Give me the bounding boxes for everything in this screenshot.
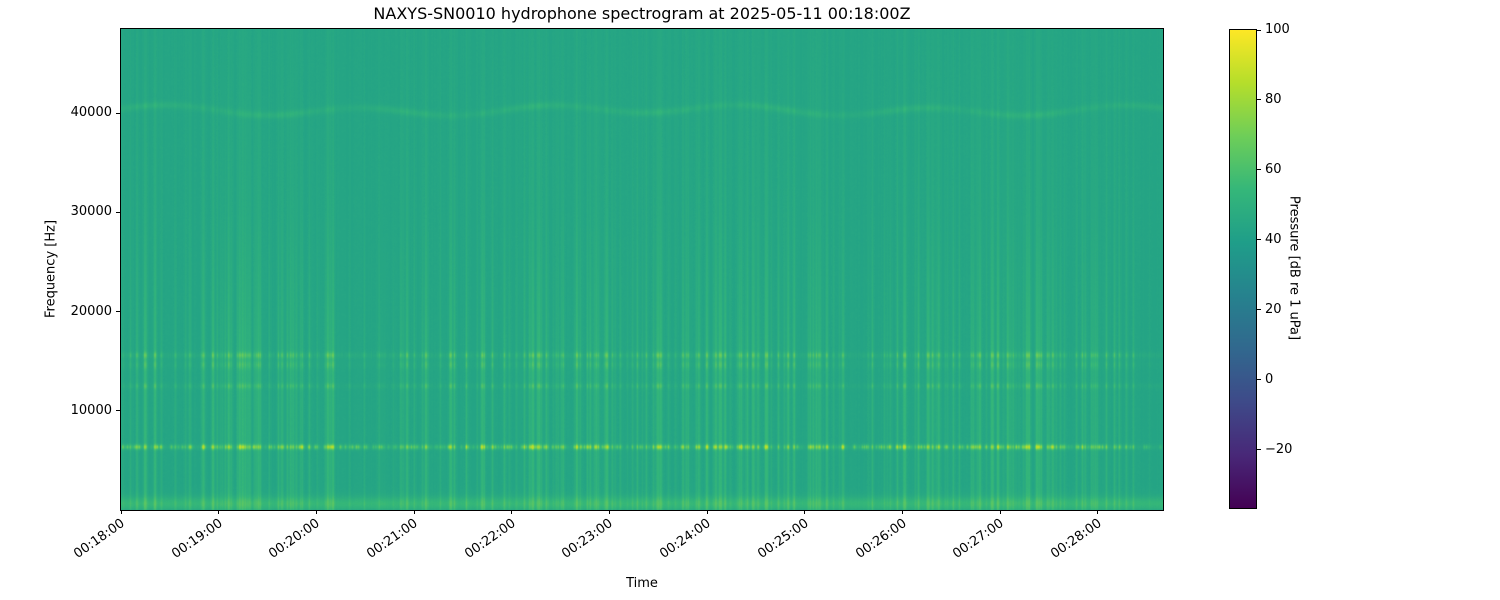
x-tick-label: 00:19:00 bbox=[168, 516, 226, 562]
colorbar-tick-label: −20 bbox=[1265, 441, 1293, 457]
y-tick-label: 40000 bbox=[70, 105, 112, 121]
x-tick-mark bbox=[120, 510, 122, 514]
y-tick-mark bbox=[116, 311, 120, 313]
x-tick-mark bbox=[804, 510, 806, 514]
x-tick-mark bbox=[218, 510, 220, 514]
x-tick-label: 00:21:00 bbox=[364, 516, 421, 562]
colorbar-tick-mark bbox=[1257, 99, 1261, 101]
y-tick-mark bbox=[116, 112, 120, 114]
x-tick-mark bbox=[706, 510, 708, 514]
x-tick-label: 00:24:00 bbox=[657, 516, 714, 562]
colorbar-tick-mark bbox=[1257, 309, 1261, 311]
y-tick-label: 20000 bbox=[70, 303, 112, 319]
colorbar-tick-mark bbox=[1257, 169, 1261, 171]
plot-area bbox=[120, 28, 1164, 511]
x-tick-label: 00:26:00 bbox=[852, 516, 910, 562]
x-axis-title: Time bbox=[626, 576, 658, 591]
colorbar-tick-mark bbox=[1257, 239, 1261, 241]
colorbar-tick-mark bbox=[1257, 379, 1261, 381]
chart-title: NAXYS-SN0010 hydrophone spectrogram at 2… bbox=[373, 4, 911, 23]
x-tick-mark bbox=[413, 510, 415, 514]
y-tick-mark bbox=[116, 410, 120, 412]
y-tick-label: 10000 bbox=[70, 402, 112, 418]
x-tick-mark bbox=[999, 510, 1001, 514]
x-tick-mark bbox=[608, 510, 610, 514]
colorbar bbox=[1229, 29, 1257, 509]
x-tick-mark bbox=[511, 510, 513, 514]
colorbar-tick-label: 40 bbox=[1265, 231, 1282, 247]
x-tick-label: 00:23:00 bbox=[559, 516, 617, 562]
x-tick-label: 00:20:00 bbox=[266, 516, 323, 562]
x-tick-mark bbox=[315, 510, 317, 514]
x-tick-label: 00:18:00 bbox=[71, 516, 128, 562]
colorbar-tick-label: 60 bbox=[1265, 161, 1282, 177]
x-tick-mark bbox=[902, 510, 903, 514]
spectrogram-heatmap bbox=[121, 29, 1163, 510]
colorbar-tick-mark bbox=[1257, 29, 1261, 31]
y-tick-mark bbox=[116, 211, 120, 213]
colorbar-tick-label: 0 bbox=[1265, 371, 1274, 387]
x-tick-label: 00:25:00 bbox=[754, 516, 812, 562]
x-tick-label: 00:27:00 bbox=[950, 516, 1007, 562]
x-tick-mark bbox=[1097, 510, 1099, 514]
colorbar-tick-mark bbox=[1257, 449, 1261, 451]
colorbar-tick-label: 100 bbox=[1265, 22, 1290, 37]
colorbar-tick-label: 20 bbox=[1265, 301, 1282, 317]
colorbar-tick-label: 80 bbox=[1265, 91, 1282, 107]
x-tick-label: 00:22:00 bbox=[461, 516, 519, 562]
x-tick-label: 00:28:00 bbox=[1048, 516, 1105, 562]
y-tick-label: 30000 bbox=[70, 204, 112, 220]
colorbar-title: Pressure [dB re 1 uPa] bbox=[1286, 195, 1302, 341]
